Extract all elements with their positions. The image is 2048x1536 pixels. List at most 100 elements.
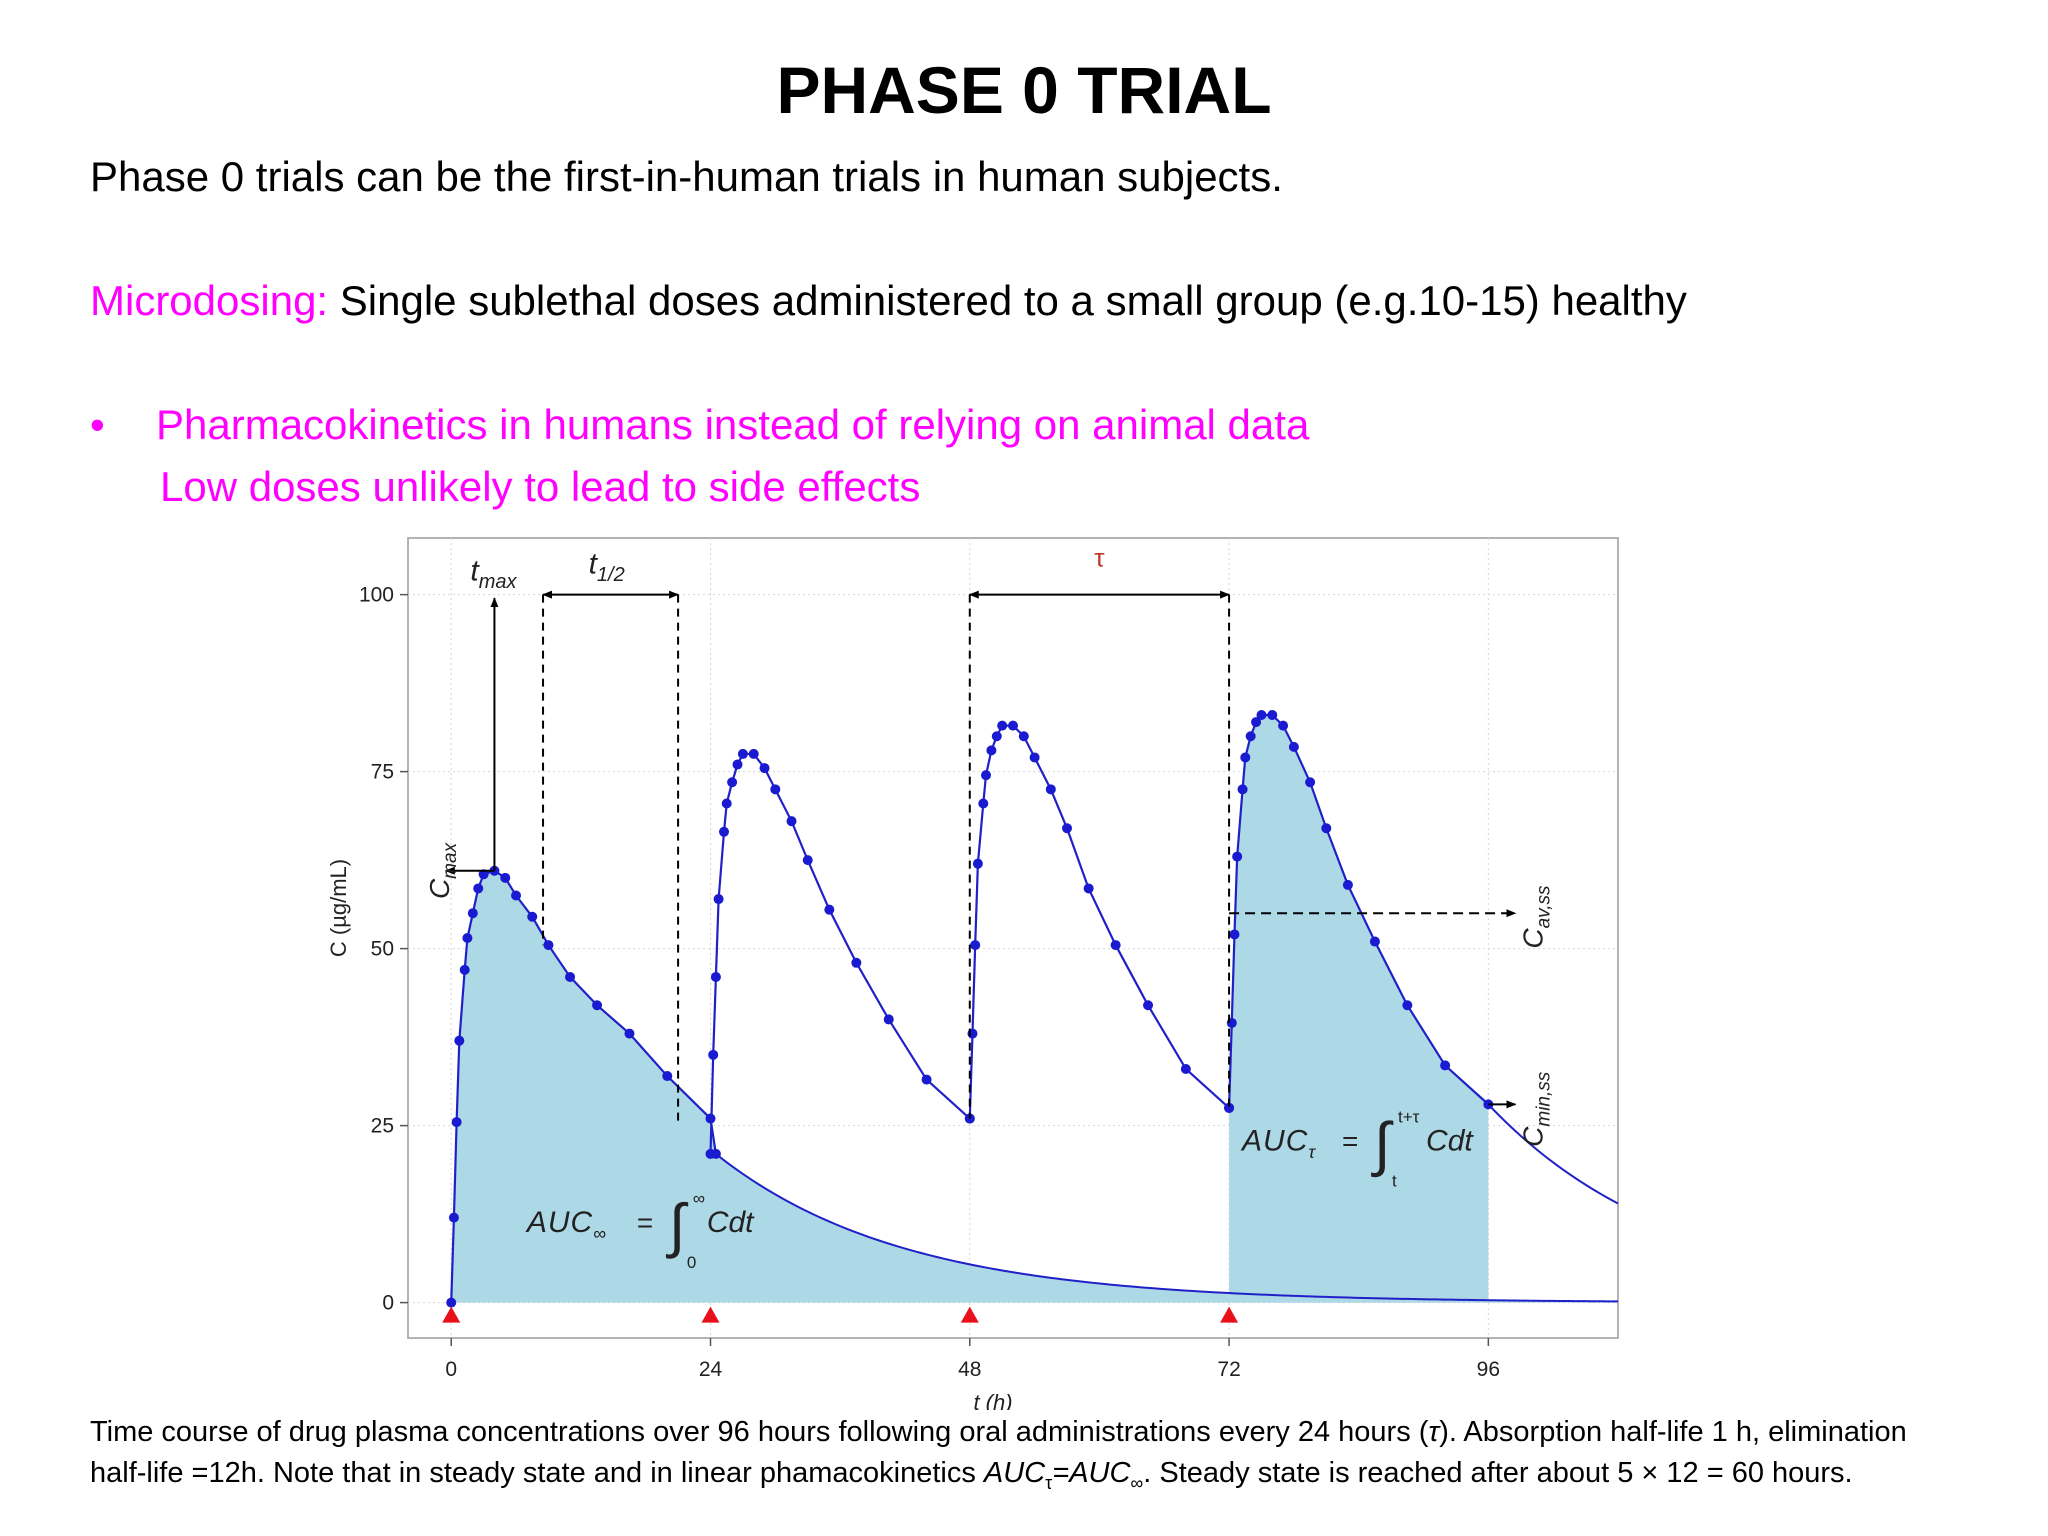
microdosing-line: Microdosing: Single sublethal doses admi… (90, 276, 1687, 326)
x-tick-label: 24 (699, 1358, 723, 1381)
auc-tau-upper: t+τ (1398, 1107, 1420, 1126)
data-point (802, 855, 813, 866)
data-point (446, 1297, 457, 1308)
data-point (710, 971, 721, 982)
caption-part-3: . Steady state is reached after about 5 … (1143, 1457, 1853, 1489)
data-point (1045, 784, 1056, 795)
data-point (1288, 741, 1299, 752)
figure-caption: Time course of drug plasma concentration… (90, 1412, 1920, 1494)
x-tick-label: 48 (958, 1358, 981, 1381)
microdosing-text: Single sublethal doses administered to a… (328, 277, 1687, 324)
dose-marker (442, 1306, 461, 1323)
data-point (454, 1035, 465, 1046)
y-tick-label: 0 (382, 1292, 394, 1315)
data-point (511, 890, 522, 901)
auc-tau-area (1229, 714, 1489, 1303)
data-point (1237, 784, 1248, 795)
data-point (991, 731, 1002, 742)
caption-auc: AUC (983, 1457, 1046, 1489)
data-point (1083, 883, 1094, 894)
data-point (759, 763, 770, 774)
auc-infinity-lower: 0 (687, 1253, 696, 1272)
steady-state-tail-line (1487, 1103, 1619, 1205)
data-point (1232, 851, 1243, 862)
auc-infinity-area (451, 870, 1618, 1303)
data-point (565, 971, 576, 982)
data-point (478, 869, 489, 880)
caption-part-2: ). Absorption half-life 1 h, elimination… (90, 1416, 1907, 1489)
data-point (727, 777, 738, 788)
data-point (1342, 879, 1353, 890)
series-line-1 (450, 869, 717, 1303)
data-point (721, 798, 732, 809)
caption-sub-inf: ∞ (1130, 1472, 1144, 1493)
data-point (451, 1117, 462, 1128)
data-point (1402, 1000, 1413, 1011)
caption-equals: = (1052, 1457, 1070, 1489)
y-tick-label: 100 (359, 584, 394, 607)
page-title: PHASE 0 TRIAL (776, 53, 1272, 127)
data-point (592, 1000, 603, 1011)
data-point (624, 1028, 635, 1039)
auc-infinity-upper: ∞ (693, 1189, 705, 1208)
data-point (1267, 709, 1278, 720)
data-point (997, 720, 1008, 731)
data-point (824, 904, 835, 915)
tau-label: τ (1094, 542, 1105, 572)
data-point (980, 770, 991, 781)
x-tick-label: 96 (1477, 1358, 1500, 1381)
data-point (737, 748, 748, 759)
auc-infinity-equals: = (637, 1207, 653, 1238)
data-point (770, 784, 781, 795)
data-point (462, 933, 473, 943)
bullet-line-2: Low doses unlikely to lead to side effec… (160, 463, 921, 510)
dose-marker (701, 1306, 720, 1323)
data-point (1062, 823, 1073, 834)
tmax-label: tmax (470, 554, 517, 593)
microdosing-label: Microdosing: (90, 277, 329, 324)
data-point (459, 964, 470, 975)
data-point (1180, 1063, 1191, 1074)
bullet-item: • Pharmacokinetics in humans instead of r… (90, 400, 1309, 450)
data-point (1321, 823, 1332, 834)
y-tick-label: 75 (371, 761, 394, 784)
x-tick-label: 0 (445, 1358, 457, 1381)
data-point (1440, 1060, 1451, 1071)
data-point (851, 957, 862, 968)
data-point (500, 872, 511, 883)
data-point (527, 911, 538, 922)
data-point (1029, 752, 1040, 763)
data-point (489, 865, 500, 876)
data-point (921, 1074, 932, 1085)
auc-infinity-integral: ∫ (666, 1192, 689, 1259)
auc-tau-integral: ∫ (1371, 1110, 1394, 1177)
thalf-label: t1/2 (589, 547, 625, 586)
dose-marker (1220, 1306, 1239, 1323)
data-point (1256, 709, 1267, 720)
data-point (473, 883, 484, 894)
data-point (964, 1113, 975, 1124)
data-point (1018, 731, 1029, 742)
auc-tau-equals: = (1342, 1125, 1358, 1156)
data-point (1229, 929, 1240, 940)
data-point (705, 1148, 716, 1159)
data-point (662, 1071, 673, 1082)
data-point (467, 908, 478, 919)
intro-text: Phase 0 trials can be the first-in-human… (90, 153, 1283, 200)
pk-chart: 0 25 50 75 100 0 24 48 72 96 t (h) C (µg/mL) tmax Cma… (326, 537, 1619, 1410)
caption-tau: τ (1428, 1416, 1440, 1448)
data-point (1008, 720, 1018, 731)
data-point (970, 940, 981, 951)
data-point (883, 1014, 894, 1025)
x-tick-label: 72 (1217, 1358, 1240, 1381)
auc-infinity-formula: AUC∞ (525, 1206, 607, 1244)
y-axis-label: C (µg/mL) (326, 859, 351, 957)
caption-sub-tau: τ (1045, 1472, 1053, 1493)
data-point (1245, 731, 1256, 742)
data-point (986, 745, 997, 756)
data-point (1143, 1000, 1154, 1011)
data-point (786, 816, 797, 827)
data-point (1369, 936, 1380, 947)
auc-tau-lower: t (1392, 1171, 1397, 1190)
cmax-label: Cmax (424, 841, 461, 899)
